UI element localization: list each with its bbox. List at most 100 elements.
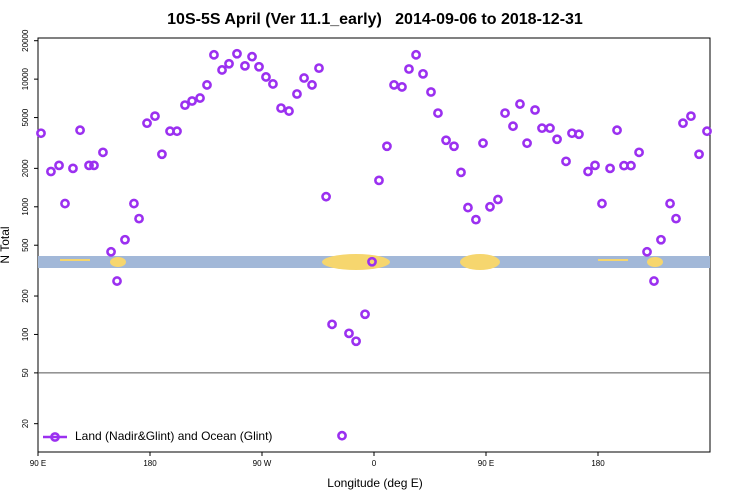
data-point: [597, 198, 607, 209]
y-tick-label: 20000: [21, 29, 30, 52]
x-tick-label: 180: [143, 459, 157, 468]
y-tick-label: 2000: [21, 159, 30, 177]
data-point: [89, 160, 99, 171]
data-point: [247, 51, 257, 62]
data-point: [314, 63, 324, 74]
y-tick-label: 500: [21, 238, 30, 252]
data-point: [337, 430, 347, 441]
y-tick-label: 50: [21, 368, 30, 377]
data-point: [150, 111, 160, 122]
data-point: [649, 276, 659, 286]
data-point: [240, 60, 250, 71]
data-point: [284, 106, 294, 116]
data-point: [456, 167, 466, 178]
data-point: [268, 79, 278, 89]
data-point: [612, 125, 622, 136]
data-point: [36, 128, 46, 139]
data-point: [112, 276, 122, 286]
data-point: [530, 105, 540, 115]
data-point: [515, 99, 525, 109]
data-point: [404, 64, 414, 74]
data-point: [433, 108, 443, 118]
data-point: [382, 141, 392, 152]
data-point: [374, 175, 384, 186]
data-point: [694, 149, 704, 160]
y-tick-label: 5000: [21, 108, 30, 126]
data-point: [180, 100, 190, 111]
y-axis-label: N Total: [0, 226, 12, 263]
y-tick-label: 100: [21, 327, 30, 341]
data-point: [478, 138, 488, 149]
data-point: [545, 123, 555, 134]
data-point: [68, 163, 78, 174]
data-point: [344, 328, 354, 339]
x-tick-label: 180: [591, 459, 605, 468]
y-tick-label: 200: [21, 289, 30, 303]
data-point: [60, 198, 70, 209]
data-point: [351, 336, 361, 347]
plot-frame: [37, 37, 711, 453]
data-point: [327, 319, 337, 330]
data-point: [75, 125, 85, 136]
legend-label: Land (Nadir&Glint) and Ocean (Glint): [75, 429, 272, 443]
data-point: [590, 160, 600, 171]
data-point: [522, 138, 532, 149]
data-point: [418, 68, 428, 79]
data-point: [678, 118, 688, 129]
data-point: [426, 87, 436, 97]
data-point: [46, 166, 56, 177]
data-point: [367, 256, 377, 267]
x-tick-label: 90 W: [253, 459, 272, 468]
data-point: [157, 149, 167, 160]
data-point: [449, 141, 459, 152]
x-tick-label: 90 E: [478, 459, 494, 468]
data-point: [142, 118, 152, 129]
data-point: [508, 121, 518, 132]
data-point: [686, 111, 696, 122]
data-point: [665, 198, 675, 209]
data-point: [360, 309, 370, 320]
x-axis-label: Longitude (deg E): [327, 476, 422, 490]
map-strip: [38, 254, 710, 270]
data-point: [471, 214, 481, 225]
data-point: [98, 147, 108, 158]
data-point: [276, 103, 286, 114]
data-point: [106, 246, 116, 257]
data-point: [202, 80, 212, 90]
data-point: [254, 61, 264, 72]
data-point: [321, 191, 331, 202]
data-point: [397, 82, 407, 92]
y-tick-label: 10000: [21, 67, 30, 90]
data-point: [292, 89, 302, 99]
data-point: [261, 72, 271, 82]
data-point: [485, 201, 495, 212]
data-point: [411, 49, 421, 60]
data-point: [605, 163, 615, 174]
data-point: [307, 80, 317, 90]
data-point: [634, 147, 644, 158]
data-point: [671, 213, 681, 224]
data-point: [493, 194, 503, 205]
x-tick-label: 90 E: [30, 459, 46, 468]
data-point: [84, 160, 94, 171]
data-point: [129, 198, 139, 209]
data-point: [120, 234, 130, 245]
chart-title: 10S-5S April (Ver 11.1_early) 2014-09-06…: [167, 11, 583, 28]
legend-marker: [50, 432, 60, 442]
data-point: [656, 234, 666, 245]
data-point: [172, 126, 182, 137]
data-point: [583, 166, 593, 177]
data-point: [195, 93, 205, 103]
data-point: [561, 156, 571, 167]
y-tick-label: 20: [21, 419, 30, 428]
data-point: [217, 65, 227, 75]
data-point: [702, 126, 712, 137]
data-point: [187, 96, 197, 106]
data-point: [441, 135, 451, 146]
data-point: [224, 58, 234, 69]
data-point: [134, 213, 144, 224]
data-point: [232, 48, 242, 59]
data-point: [626, 160, 636, 171]
y-tick-label: 1000: [21, 197, 30, 215]
